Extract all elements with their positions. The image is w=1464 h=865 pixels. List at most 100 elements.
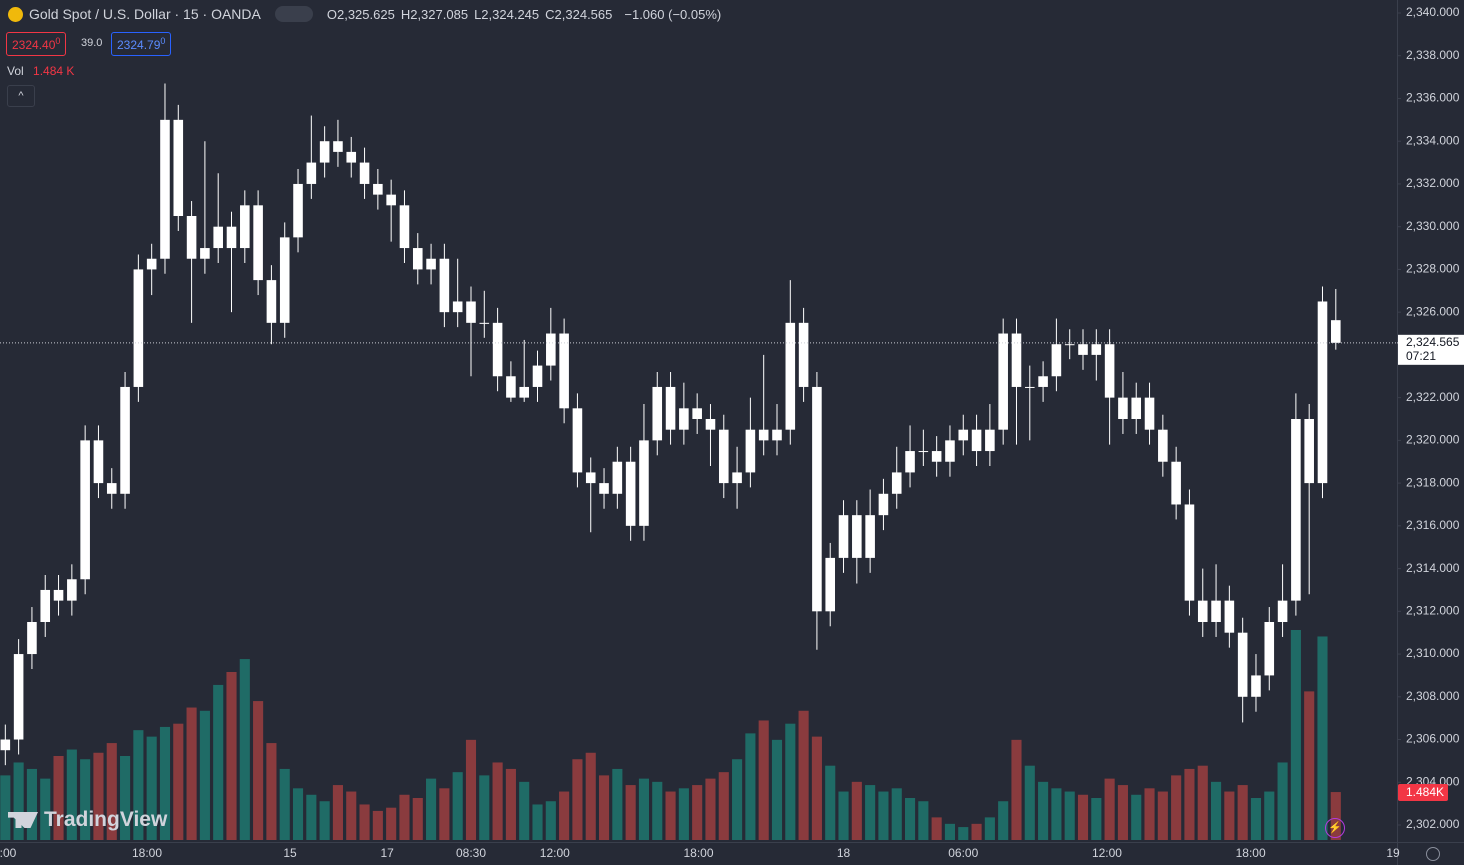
volume-bar: [479, 775, 490, 840]
candle-body: [452, 301, 463, 313]
candle-body: [705, 419, 716, 430]
candle-body: [1144, 397, 1155, 430]
ohlc-key: C: [545, 6, 555, 22]
last-volume-label: 1.484K: [1406, 785, 1444, 799]
ohlc-value: 2,324.245: [481, 6, 540, 22]
volume-bar: [1184, 768, 1195, 840]
volume-bar: [1011, 739, 1022, 840]
candle-body: [373, 183, 383, 195]
volume-bar: [825, 765, 836, 840]
symbol[interactable]: Gold Spot / U.S. Dollar · 15 · OANDA: [29, 6, 261, 22]
y-tick-label: 2,314.000: [1406, 561, 1460, 575]
ask-button[interactable]: 2324.790: [111, 32, 172, 56]
y-tick-label: 2,340.000: [1406, 5, 1460, 19]
volume-bar: [598, 775, 610, 840]
volume-legend: Vol 1.484 K: [7, 64, 74, 78]
candle-body: [53, 589, 64, 601]
y-tick-label: 2,318.000: [1406, 475, 1460, 489]
volume-bar: [785, 723, 796, 840]
candle-body: [599, 483, 609, 494]
volume-bar: [1171, 775, 1182, 840]
volume-bar: [1237, 785, 1248, 840]
collapse-button[interactable]: ^: [7, 85, 35, 107]
x-tick-label: 12:00: [1092, 846, 1122, 860]
candle-body: [13, 654, 24, 740]
ohlc-key: O: [326, 6, 337, 22]
volume-bar: [745, 733, 756, 840]
candle-body: [160, 119, 170, 259]
volume-bar: [40, 778, 51, 840]
volume-bar: [53, 756, 64, 840]
countdown: 07:21: [1406, 349, 1436, 363]
volume-bar: [1077, 794, 1089, 840]
volume-bar: [1197, 765, 1208, 840]
brand-mark: [8, 812, 38, 828]
ohlc-key: H: [400, 6, 411, 22]
volume-bar: [944, 823, 956, 840]
volume-bar: [732, 759, 743, 840]
volume-bar: [1051, 788, 1062, 840]
volume-bar: [545, 801, 556, 840]
candle-body: [1078, 344, 1088, 355]
volume-bar: [865, 785, 876, 840]
volume-bar: [625, 785, 636, 840]
candle-body: [1264, 622, 1275, 676]
volume-bar: [159, 726, 171, 840]
volume-bar: [1131, 794, 1142, 840]
candle-body: [1131, 397, 1142, 419]
candle-body: [412, 248, 423, 270]
settings-button[interactable]: [1426, 847, 1440, 861]
candle-body: [1118, 397, 1128, 419]
candle-body: [1304, 419, 1314, 484]
candle-body: [1024, 386, 1035, 388]
candle-body: [106, 483, 117, 494]
candle-body: [306, 162, 317, 184]
ohlc-value: 2,324.565: [554, 6, 613, 22]
y-tick-label: 2,306.000: [1406, 732, 1460, 746]
candle-body: [732, 472, 742, 484]
y-tick-label: 2,322.000: [1406, 390, 1460, 404]
ask: 2324.79: [117, 38, 161, 52]
ohlc-item: O2,325.625: [327, 7, 395, 22]
status-pill[interactable]: [274, 6, 313, 22]
volume-bar: [851, 781, 862, 840]
volume-value: 1.484 K: [33, 64, 75, 78]
volume-bar: [0, 775, 11, 840]
candle-body: [585, 472, 596, 484]
volume-bar: [878, 791, 889, 840]
volume-bar: [133, 730, 144, 840]
ohlc-legend: O2,325.625 H2,327.085 L2,324.245 C2,324.565: [327, 7, 619, 22]
x-tick-label: 15: [283, 846, 297, 860]
volume-bar: [319, 801, 330, 840]
candle-body: [665, 386, 676, 430]
candle-body: [1237, 632, 1248, 697]
volume-title: Vol: [7, 64, 24, 78]
volume-bar: [705, 778, 716, 840]
bid-button[interactable]: 2324.400: [6, 32, 67, 56]
alert-button[interactable]: ⚡: [1325, 818, 1345, 838]
candle-body: [559, 333, 569, 409]
candle-body: [146, 258, 157, 270]
y-tick-label: 2,338.000: [1406, 48, 1460, 62]
candle-body: [519, 386, 529, 398]
candle-body: [1211, 600, 1221, 622]
volume-bar: [120, 756, 131, 840]
candle-body: [1171, 461, 1181, 505]
volume-bar: [186, 707, 197, 840]
volume-bar: [984, 817, 995, 840]
volume-bar: [372, 810, 383, 840]
candle-body: [798, 322, 809, 387]
ask-sup: 0: [160, 36, 166, 46]
candle-body: [1038, 376, 1048, 387]
candle-body: [758, 429, 769, 441]
volume-bar: [1277, 762, 1288, 840]
candle-body: [346, 151, 357, 163]
candle-body: [1158, 429, 1168, 462]
volume-bar: [1091, 798, 1102, 840]
candle-body: [852, 515, 862, 558]
y-tick-label: 2,312.000: [1406, 603, 1460, 617]
candle-body: [93, 440, 104, 484]
x-tick-label: 06:00: [948, 846, 978, 860]
y-tick-label: 2,316.000: [1406, 518, 1460, 532]
candle-body: [812, 386, 822, 612]
